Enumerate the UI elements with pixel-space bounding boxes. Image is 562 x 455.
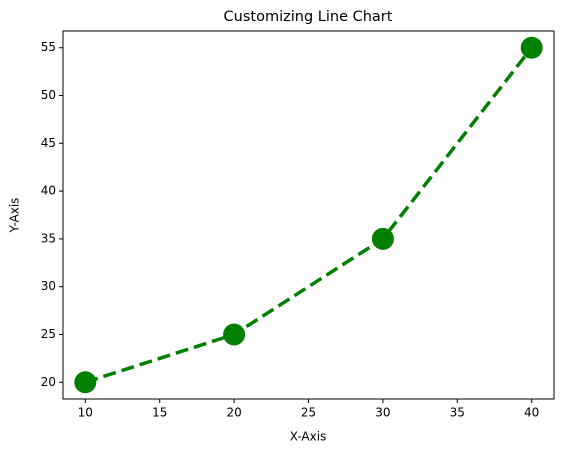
x-axis-label: X-Axis	[290, 430, 327, 444]
x-tick-label: 25	[301, 406, 316, 420]
x-tick-label: 35	[450, 406, 465, 420]
x-tick-label: 20	[226, 406, 241, 420]
x-tick-label: 40	[524, 406, 539, 420]
data-point	[371, 227, 394, 250]
x-tick-label: 10	[78, 406, 93, 420]
y-axis-label: Y-Axis	[8, 198, 22, 234]
data-point	[223, 323, 246, 346]
y-tick-label: 40	[41, 184, 56, 198]
y-tick-label: 55	[41, 40, 56, 54]
y-tick-label: 35	[41, 231, 56, 245]
plot-frame	[62, 30, 555, 400]
y-tick-label: 30	[41, 279, 56, 293]
data-line	[84, 46, 534, 384]
x-tick-label: 30	[375, 406, 390, 420]
y-tick-label: 50	[41, 88, 56, 102]
chart-title: Customizing Line Chart	[224, 9, 393, 25]
data-point	[74, 371, 97, 394]
y-tick-label: 25	[41, 327, 56, 341]
y-tick-label: 45	[41, 136, 56, 150]
data-point	[520, 36, 543, 59]
y-tick-label: 20	[41, 375, 56, 389]
x-tick-label: 15	[152, 406, 167, 420]
